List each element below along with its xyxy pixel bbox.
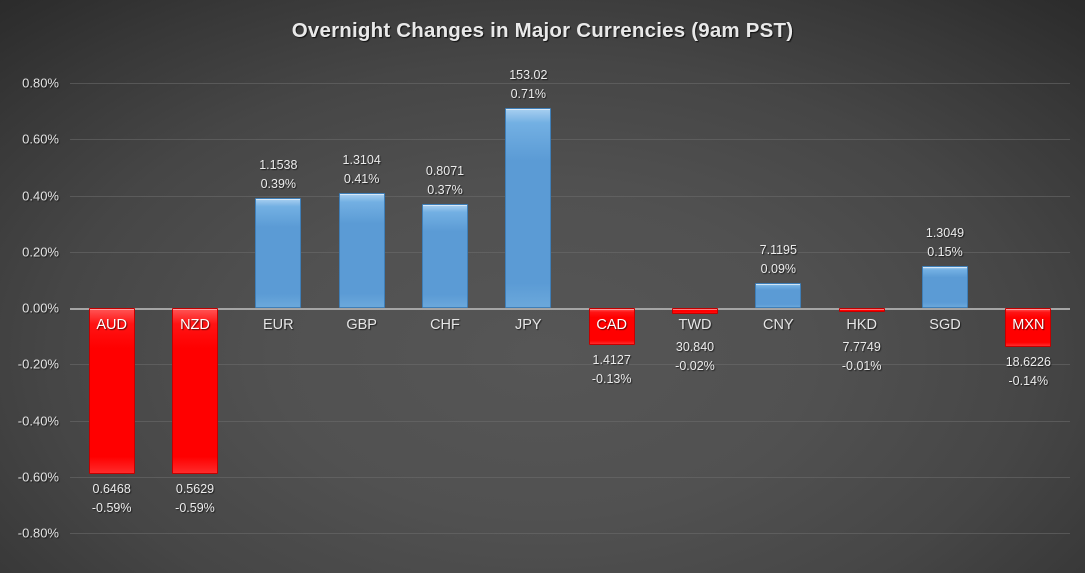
pct-value: 0.41% xyxy=(343,171,380,186)
bar-slot-twd: TWD 30.840 -0.02% xyxy=(653,83,736,533)
gridline xyxy=(70,139,1070,141)
bar-cny[interactable] xyxy=(755,282,802,308)
gridline xyxy=(70,195,1070,197)
rate-value: 1.4127 xyxy=(592,352,631,367)
category-label-gbp: GBP xyxy=(346,317,377,333)
value-label-gbp: 1.3104 0.41% xyxy=(343,151,381,189)
value-label-eur: 1.1538 0.39% xyxy=(259,156,297,194)
bar-slot-sgd: SGD 1.3049 0.15% xyxy=(903,83,986,533)
y-axis-tick-label: -0.40% xyxy=(17,413,59,428)
category-label-cad: CAD xyxy=(596,317,627,333)
rate-value: 1.1538 xyxy=(259,158,298,173)
rate-value: 18.6226 xyxy=(1005,355,1051,370)
category-label-cny: CNY xyxy=(763,317,794,333)
gridline xyxy=(70,420,1070,422)
rate-value: 1.3104 xyxy=(342,152,381,167)
category-label-eur: EUR xyxy=(263,317,294,333)
pct-value: -0.59% xyxy=(91,500,132,515)
value-label-hkd: 7.7749 -0.01% xyxy=(842,338,882,376)
category-label-sgd: SGD xyxy=(929,317,961,333)
rate-value: 0.6468 xyxy=(92,481,131,496)
category-label-jpy: JPY xyxy=(515,317,542,333)
bar-chf[interactable] xyxy=(421,203,468,308)
value-label-mxn: 18.6226 -0.14% xyxy=(1006,353,1051,391)
y-axis-tick-label: 0.20% xyxy=(22,244,59,260)
value-label-nzd: 0.5629 -0.59% xyxy=(175,480,215,518)
rate-value: 153.02 xyxy=(509,68,548,83)
y-axis-tick-label: 0.00% xyxy=(22,300,59,316)
y-axis-tick-label: -0.80% xyxy=(17,525,59,541)
value-label-jpy: 153.02 0.71% xyxy=(509,66,547,104)
rate-value: 0.8071 xyxy=(425,163,465,178)
category-label-nzd: NZD xyxy=(180,317,210,333)
pct-value: 0.39% xyxy=(260,177,297,192)
bar-slot-gbp: GBP 1.3104 0.41% xyxy=(320,83,403,533)
y-axis-tick-label: 0.40% xyxy=(22,188,59,203)
value-label-cad: 1.4127 -0.13% xyxy=(592,351,632,389)
bar-cad[interactable] xyxy=(588,308,635,345)
pct-value: -0.02% xyxy=(675,359,715,373)
bar-gbp[interactable] xyxy=(338,192,385,308)
bar-slot-mxn: MXN 18.6226 -0.14% xyxy=(987,83,1070,533)
rate-value: 7.7749 xyxy=(842,340,881,354)
category-label-hkd: HKD xyxy=(846,317,877,333)
bar-slot-chf: CHF 0.8071 0.37% xyxy=(403,83,486,533)
value-label-sgd: 1.3049 0.15% xyxy=(926,224,964,262)
gridline xyxy=(70,251,1070,253)
plot-area: 0.80% 0.60% 0.40% 0.20% 0.00% -0.20% -0.40% -0.… xyxy=(18,68,1070,541)
bar-aud[interactable] xyxy=(88,308,135,474)
value-label-aud: 0.6468 -0.59% xyxy=(92,480,132,518)
y-axis-tick-label: -0.20% xyxy=(17,356,59,372)
bar-sgd[interactable] xyxy=(921,265,968,308)
rate-value: 1.3049 xyxy=(925,225,965,240)
zero-line xyxy=(70,308,1070,310)
bar-mxn[interactable] xyxy=(1005,308,1052,348)
bar-slot-jpy: JPY 153.02 0.71% xyxy=(487,68,570,533)
gridline xyxy=(70,83,1070,84)
category-label-mxn: MXN xyxy=(1012,317,1045,333)
value-label-twd: 30.840 -0.02% xyxy=(675,338,715,376)
bar-slot-cny: CNY 7.1195 0.09% xyxy=(737,83,820,533)
value-label-cny: 7.1195 0.09% xyxy=(760,241,797,279)
gridline xyxy=(70,476,1070,478)
rate-value: 30.840 xyxy=(675,340,715,354)
category-label-aud: AUD xyxy=(96,317,127,333)
page-title: Overnight Changes in Major Currencies (9… xyxy=(291,19,794,42)
gridline xyxy=(70,364,1070,366)
y-axis-tick-label: 0.60% xyxy=(22,131,59,147)
bar-slot-aud: AUD 0.6468 -0.59% xyxy=(70,83,153,533)
pct-value: -0.14% xyxy=(1008,374,1049,389)
pct-value: -0.01% xyxy=(841,359,882,373)
pct-value: 0.71% xyxy=(510,87,547,102)
y-axis-tick-label: -0.60% xyxy=(17,469,59,485)
rate-value: 7.1195 xyxy=(759,242,797,257)
bar-slot-nzd: NZD 0.5629 -0.59% xyxy=(153,83,236,533)
pct-value: -0.59% xyxy=(175,500,215,515)
bar-slot-eur: EUR 1.1538 0.39% xyxy=(237,83,320,533)
value-label-chf: 0.8071 0.37% xyxy=(426,162,464,200)
category-label-twd: TWD xyxy=(678,317,712,333)
gridline xyxy=(70,533,1070,534)
pct-value: 0.15% xyxy=(927,244,963,259)
bar-nzd[interactable] xyxy=(171,308,218,474)
bar-hkd[interactable] xyxy=(838,308,885,312)
bar-eur[interactable] xyxy=(255,198,302,308)
bar-jpy[interactable] xyxy=(505,108,552,308)
bar-slot-cad: CAD 1.4127 -0.13% xyxy=(570,83,653,533)
pct-value: 0.09% xyxy=(760,261,797,276)
pct-value: -0.13% xyxy=(591,371,632,386)
bar-twd[interactable] xyxy=(671,308,718,314)
bar-slot-hkd: HKD 7.7749 -0.01% xyxy=(820,83,903,533)
y-axis-tick-label: 0.80% xyxy=(22,75,59,91)
category-label-chf: CHF xyxy=(430,317,460,333)
pct-value: 0.37% xyxy=(427,182,463,197)
rate-value: 0.5629 xyxy=(175,481,215,496)
